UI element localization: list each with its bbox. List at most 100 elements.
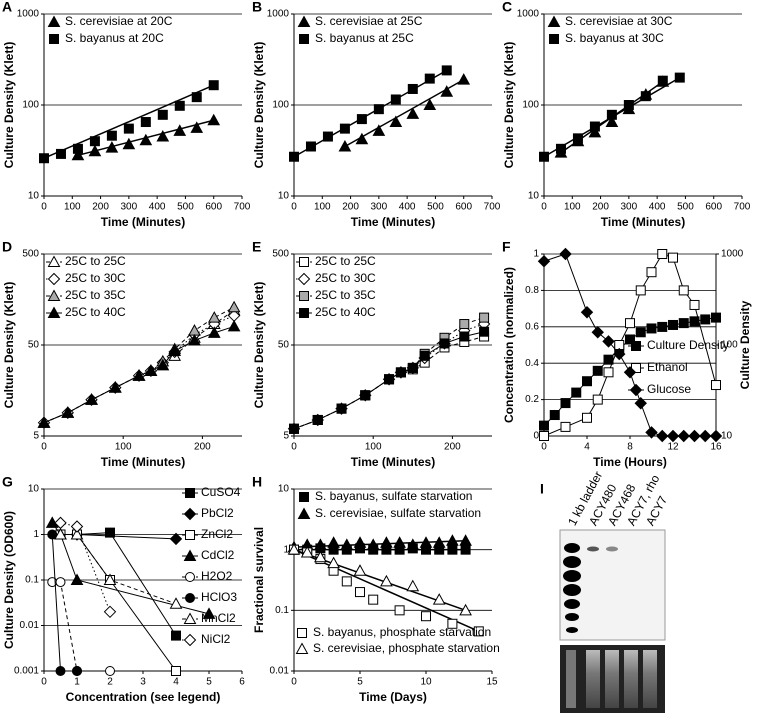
legend-label: S. cerevisiae, sulfate starvation	[315, 506, 481, 520]
point	[190, 121, 204, 133]
legend-marker	[629, 383, 643, 397]
series-line	[60, 522, 111, 612]
point	[70, 520, 84, 533]
panel-label: B	[252, 0, 262, 15]
x-tick-label: 0	[291, 677, 297, 688]
y-tick-label: 50	[278, 340, 290, 351]
point	[407, 83, 418, 94]
point	[339, 123, 350, 134]
x-tick-label: 200	[592, 202, 609, 213]
point	[289, 423, 299, 434]
point	[71, 148, 85, 161]
panel-label: C	[502, 0, 512, 15]
x-tick-label: 600	[205, 202, 222, 213]
panel-label: A	[2, 0, 12, 15]
point	[613, 347, 626, 361]
point	[61, 406, 75, 418]
point	[446, 534, 459, 546]
point	[169, 597, 183, 609]
x-tick-label: 3	[140, 677, 146, 688]
legend-label: 25C to 25C	[65, 254, 126, 268]
y2-axis-title: Culture Density	[738, 300, 752, 389]
x-tick-label: 0	[41, 202, 47, 213]
y-tick-label: 10	[28, 191, 40, 202]
legend-marker	[299, 492, 309, 502]
y-tick-label: 10	[278, 191, 290, 202]
point	[174, 100, 185, 111]
point	[54, 516, 67, 530]
x-tick-label: 6	[239, 677, 245, 688]
gel-panel: I	[540, 481, 666, 713]
point	[424, 73, 435, 84]
x-tick-label: 600	[455, 202, 472, 213]
point	[677, 429, 690, 443]
legend-marker	[297, 628, 307, 638]
legend-label: S. bayanus, phosphate starvation	[313, 625, 491, 639]
x-tick-label: 500	[177, 202, 194, 213]
point	[105, 666, 115, 676]
legend-marker	[547, 15, 561, 27]
point	[156, 130, 170, 142]
legend-label: H2O2	[201, 569, 233, 583]
point	[439, 338, 450, 349]
point	[539, 151, 549, 162]
x-tick-label: 1	[74, 677, 80, 688]
point	[191, 92, 202, 103]
point	[227, 319, 241, 332]
point	[459, 319, 470, 330]
point	[300, 545, 314, 558]
point	[407, 362, 418, 373]
point	[207, 326, 221, 338]
point	[605, 115, 619, 128]
point	[327, 536, 340, 548]
point	[602, 335, 615, 348]
y-tick-label: 0.001	[14, 666, 39, 677]
legend-marker	[49, 34, 59, 44]
point	[105, 141, 119, 153]
x-tick-label: 400	[399, 202, 416, 213]
point	[419, 536, 433, 548]
point	[421, 611, 431, 622]
point	[106, 130, 117, 141]
series-line	[43, 306, 235, 424]
point	[289, 151, 299, 162]
point	[419, 350, 430, 361]
legend-marker	[47, 306, 61, 318]
point	[88, 144, 102, 157]
point	[305, 141, 316, 152]
point	[380, 536, 393, 548]
y2-tick-label: 1000	[721, 249, 744, 260]
y-tick-label: 0.1	[25, 575, 39, 586]
x-tick-label: 200	[92, 202, 109, 213]
point	[355, 132, 369, 145]
series-line	[76, 534, 177, 540]
point	[171, 630, 181, 641]
legend-label: S. cerevisiae at 30C	[565, 14, 673, 28]
legend-label: NiCl2	[201, 632, 231, 646]
x-tick-label: 700	[484, 202, 501, 213]
point	[699, 429, 712, 443]
legend-label: S. bayanus at 25C	[315, 31, 414, 45]
point	[560, 421, 571, 432]
point	[406, 538, 420, 550]
series-line	[51, 522, 210, 615]
x-tick-label: 16	[710, 442, 722, 453]
panel-label: D	[2, 239, 12, 255]
x-tick-label: 0	[41, 442, 47, 453]
x-tick-label: 5	[357, 677, 363, 688]
x-tick-label: 100	[115, 442, 132, 453]
point	[89, 136, 100, 147]
point	[479, 312, 490, 323]
legend-marker	[185, 530, 195, 540]
point	[103, 605, 117, 619]
y-tick-label: 1000	[517, 9, 540, 20]
point	[368, 594, 379, 605]
series-line	[60, 534, 177, 605]
point	[227, 300, 241, 313]
point	[688, 429, 701, 443]
x-tick-label: 10	[420, 677, 432, 688]
legend-marker	[631, 341, 641, 351]
point	[393, 536, 406, 548]
point	[635, 285, 646, 296]
y-tick-label: 1	[533, 249, 539, 260]
